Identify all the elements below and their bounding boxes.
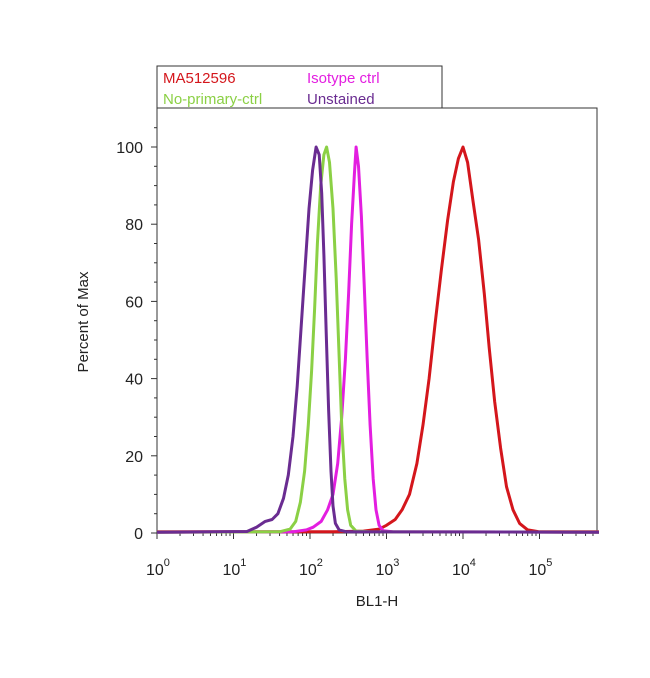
legend-entry-no-primary-ctrl: No-primary-ctrl bbox=[163, 91, 262, 108]
series-line-ma512596 bbox=[157, 145, 599, 534]
y-axis-title: Percent of Max bbox=[75, 271, 92, 372]
legend-entry-ma512596: MA512596 bbox=[163, 70, 236, 87]
series-line-unstained bbox=[156, 145, 600, 534]
y-tick-label: 80 bbox=[125, 217, 143, 234]
y-tick-label: 40 bbox=[125, 372, 143, 389]
tick-labels: 0 20 40 60 80 100 100 101 102 103 104 105 bbox=[116, 140, 552, 579]
x-tick-label: 100 bbox=[146, 557, 170, 579]
axis-ticks bbox=[151, 127, 594, 539]
series-line-no-primary-ctrl bbox=[156, 145, 600, 534]
series-line-isotype-ctrl bbox=[156, 145, 600, 534]
y-tick-label: 20 bbox=[125, 449, 143, 466]
legend-entry-isotype-ctrl: Isotype ctrl bbox=[307, 70, 380, 87]
y-tick-label: 100 bbox=[116, 140, 143, 157]
x-tick-label: 105 bbox=[529, 557, 553, 579]
legend-box bbox=[156, 65, 443, 109]
x-tick-label: 103 bbox=[376, 557, 400, 579]
legend: MA512596 Isotype ctrl No-primary-ctrl Un… bbox=[156, 65, 443, 109]
series-lines bbox=[156, 145, 600, 534]
y-tick-label: 60 bbox=[125, 294, 143, 311]
x-tick-label: 104 bbox=[452, 557, 476, 579]
legend-entry-unstained: Unstained bbox=[307, 91, 375, 108]
x-tick-label: 101 bbox=[223, 557, 247, 579]
x-axis-title: BL1-H bbox=[356, 593, 399, 610]
x-tick-label: 102 bbox=[299, 557, 323, 579]
y-tick-label: 0 bbox=[134, 526, 143, 543]
